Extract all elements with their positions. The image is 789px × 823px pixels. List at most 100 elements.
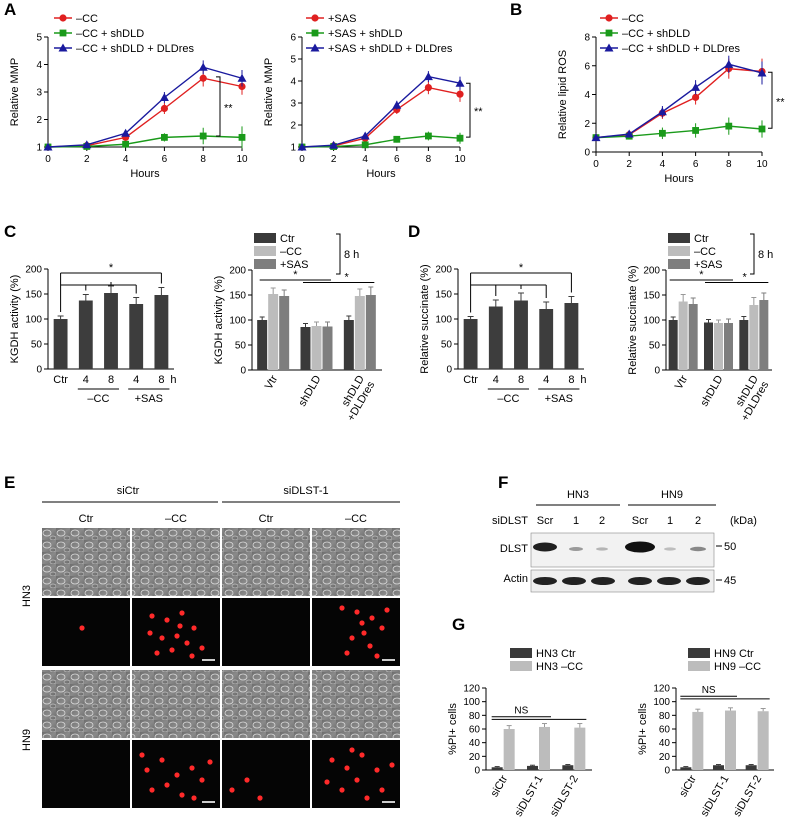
G1-ytick-label-3: 60 bbox=[469, 725, 481, 736]
D2-legend-label-0: Ctr bbox=[694, 233, 709, 245]
G2-bar-0-1 bbox=[713, 765, 724, 770]
B-point-2-1 bbox=[624, 129, 634, 138]
e-header-sictr: siCtr bbox=[117, 485, 140, 497]
e-header-sidlst1: siDLST-1 bbox=[283, 485, 328, 497]
e-spot-3-1-10 bbox=[191, 795, 197, 801]
B-point-2-4 bbox=[724, 59, 734, 68]
B-ytick-label-2: 4 bbox=[584, 90, 590, 101]
A2-point-2-4 bbox=[423, 72, 433, 81]
B-xtick-label-1: 2 bbox=[626, 159, 632, 170]
e-tile-2-3 bbox=[312, 670, 400, 738]
e-tile-2-0 bbox=[42, 670, 130, 738]
f-band-dlst-label: DLST bbox=[500, 543, 528, 555]
D1-ytick-label-4: 200 bbox=[435, 265, 452, 276]
chart-c-right: 0 50 100 150 200 KGDH activity (%) Vtr shDLD shD… bbox=[213, 233, 382, 423]
A2-point-1-5 bbox=[456, 134, 464, 142]
C2-sig-mark-0: * bbox=[293, 269, 298, 281]
f-actin-band-4 bbox=[628, 577, 652, 585]
f-dlst-band-1 bbox=[533, 542, 557, 552]
A1-sig-mark: ** bbox=[224, 102, 233, 114]
C2-bar-2-2 bbox=[365, 295, 376, 370]
A1-legend-marker-1 bbox=[59, 29, 67, 37]
e-row-hn3: HN3 bbox=[21, 585, 33, 607]
f-lane-2: 1 bbox=[573, 515, 579, 527]
G1-ytick-label-0: 0 bbox=[474, 766, 480, 777]
G2-ytick-label-6: 120 bbox=[653, 684, 670, 695]
G1-bar-1-2 bbox=[574, 727, 586, 770]
A1-sig-bracket bbox=[216, 76, 221, 137]
A2-point-1-4 bbox=[425, 132, 432, 140]
G1-legend-label-1: HN3 –CC bbox=[536, 661, 583, 673]
A2-point-2-0 bbox=[297, 142, 307, 151]
e-spot-3-1-9 bbox=[139, 752, 145, 758]
e-spot-1-1-10 bbox=[147, 630, 153, 636]
G1-bar-1-1 bbox=[539, 726, 550, 770]
A2-xtick-label-2: 4 bbox=[362, 154, 368, 165]
G2-ytick-label-4: 80 bbox=[659, 711, 671, 722]
A2-ytick-label-3: 4 bbox=[290, 77, 296, 88]
e-spot-1-3-7 bbox=[384, 607, 390, 613]
f-lane-5: 1 bbox=[667, 515, 673, 527]
D2-ytick-label-3: 150 bbox=[643, 291, 660, 302]
A1-xtick-label-5: 10 bbox=[236, 154, 248, 165]
G1-bar-0-1 bbox=[527, 765, 538, 770]
A2-legend-marker-0 bbox=[311, 14, 319, 22]
e-col-ctr-2: Ctr bbox=[259, 513, 274, 525]
f-dlst-band-2 bbox=[569, 547, 583, 551]
panel-label-b: B bbox=[510, 0, 522, 19]
D1-bar-4 bbox=[564, 303, 579, 369]
C2-legend-swatch-2 bbox=[254, 259, 276, 269]
C1-bar-2 bbox=[104, 293, 118, 369]
A2-sig-bracket bbox=[466, 82, 471, 138]
A1-xtick-label-4: 8 bbox=[200, 154, 206, 165]
B-legend-label-2: –CC + shDLD + DLDres bbox=[622, 43, 740, 55]
f-lane-3: 2 bbox=[599, 515, 605, 527]
D1-bar-2 bbox=[514, 300, 528, 369]
e-spot-3-2-0 bbox=[229, 787, 235, 793]
e-tile-2-2 bbox=[222, 670, 310, 738]
A1-point-2-2 bbox=[121, 128, 131, 137]
A2-point-2-5 bbox=[455, 78, 465, 87]
A2-ytick-label-1: 2 bbox=[290, 121, 296, 132]
f-row-label: siDLST bbox=[492, 515, 528, 527]
A2-series-line-1 bbox=[301, 135, 461, 148]
A1-ytick-label-1: 2 bbox=[36, 115, 42, 126]
f-dlst-band-4 bbox=[625, 541, 655, 553]
A2-ylabel: Relative MMP bbox=[263, 58, 275, 126]
A1-point-2-3 bbox=[159, 93, 169, 101]
A2-legend-label-0: +SAS bbox=[328, 13, 356, 25]
panel-label-e: E bbox=[4, 473, 15, 492]
D2-legend-bracket-label: 8 h bbox=[758, 249, 773, 261]
e-spot-1-1-5 bbox=[169, 647, 175, 653]
C1-ytick-label-2: 100 bbox=[25, 315, 42, 326]
G2-xtick-label-0: siCtr bbox=[677, 773, 699, 799]
e-tile-1-1 bbox=[132, 598, 220, 666]
G2-ytick-label-5: 100 bbox=[653, 697, 670, 708]
e-spot-1-3-4 bbox=[379, 625, 385, 631]
f-lane-4: Scr bbox=[632, 515, 649, 527]
A2-point-0-5 bbox=[456, 90, 464, 98]
f-kda: (kDa) bbox=[730, 515, 757, 527]
e-spot-3-3-6 bbox=[379, 787, 385, 793]
C1-xtick-label-0: Ctr bbox=[53, 374, 68, 386]
A2-legend-marker-1 bbox=[311, 29, 319, 37]
A2-ytick-label-2: 3 bbox=[290, 99, 296, 110]
chart-a-left: 1 2 3 4 5 Relative MMP 0 2 4 6 8 10 Hours –CC –CC + sh… bbox=[9, 13, 248, 180]
A2-ytick-label-5: 6 bbox=[290, 33, 296, 44]
D2-ytick-label-4: 200 bbox=[643, 266, 660, 277]
G2-xtick-label-2: siDLST-2 bbox=[731, 774, 764, 819]
G2-legend-label-1: HN9 –CC bbox=[714, 661, 761, 673]
D1-ylabel: Relative succinate (%) bbox=[419, 264, 431, 373]
D2-bar-2-1 bbox=[724, 323, 733, 370]
C1-xtick-label-2: 8 bbox=[108, 374, 114, 386]
A1-ytick-label-2: 3 bbox=[36, 88, 42, 99]
C1-xtick-label-4: 8 bbox=[158, 374, 164, 386]
B-legend-label-0: –CC bbox=[622, 13, 644, 25]
B-legend-marker-0 bbox=[605, 14, 613, 22]
G1-ylabel: %PI+ cells bbox=[447, 703, 459, 755]
C1-group-label-0: –CC bbox=[87, 393, 109, 405]
e-spot-3-3-10 bbox=[349, 747, 355, 753]
G1-xtick-label-1: siDLST-1 bbox=[513, 774, 546, 819]
f-actin-band-3 bbox=[591, 577, 615, 585]
